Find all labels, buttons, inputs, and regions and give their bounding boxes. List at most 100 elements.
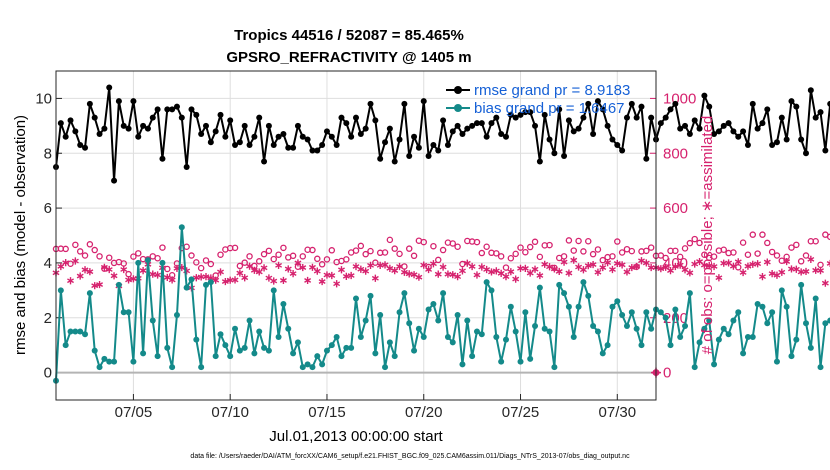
obs-assimilated-point bbox=[691, 260, 699, 268]
obs-assimilated-point bbox=[289, 270, 297, 278]
obs-assimilated-point bbox=[120, 265, 128, 274]
obs-assimilated-point bbox=[807, 255, 815, 263]
obs-assimilated-point bbox=[589, 260, 597, 269]
rmse-point bbox=[343, 120, 350, 127]
bias-point bbox=[817, 364, 824, 371]
obs-possible-point bbox=[647, 244, 655, 251]
obs-assimilated-point bbox=[202, 273, 210, 281]
rmse-point bbox=[609, 136, 616, 143]
rmse-point bbox=[517, 111, 524, 118]
rmse-point bbox=[473, 120, 480, 127]
rmse-point bbox=[803, 150, 809, 157]
obs-possible-point bbox=[265, 247, 273, 255]
bias-point bbox=[338, 353, 345, 360]
rmse-point bbox=[696, 125, 703, 132]
obs-assimilated-point bbox=[729, 262, 737, 270]
y-tick-label: 4 bbox=[44, 255, 52, 272]
bias-point bbox=[469, 353, 476, 360]
rmse-point bbox=[125, 125, 132, 132]
bias-point bbox=[459, 361, 466, 368]
rmse-point bbox=[594, 98, 601, 105]
bias-point bbox=[444, 333, 451, 340]
rmse-point bbox=[154, 106, 161, 113]
obs-possible-point bbox=[826, 233, 830, 241]
rmse-point bbox=[488, 120, 495, 127]
bias-point bbox=[701, 325, 708, 332]
legend-bias-label: bias grand pr = 1.6467 bbox=[474, 100, 625, 117]
obs-assimilated-point bbox=[565, 269, 573, 277]
obs-possible-point bbox=[430, 242, 437, 250]
rmse-point bbox=[188, 106, 195, 113]
rmse-point bbox=[725, 120, 732, 127]
rmse-point bbox=[541, 111, 548, 118]
rmse-point bbox=[769, 142, 776, 149]
obs-assimilated-point bbox=[604, 259, 612, 267]
obs-assimilated-point bbox=[507, 268, 515, 276]
bias-point bbox=[82, 331, 89, 338]
obs-possible-point bbox=[72, 241, 79, 249]
bias-series bbox=[53, 224, 830, 384]
rmse-point bbox=[677, 125, 684, 132]
obs-possible-point bbox=[609, 253, 616, 260]
rmse-point bbox=[280, 131, 287, 138]
obs-assimilated-point bbox=[154, 271, 162, 279]
rmse-point bbox=[614, 142, 621, 149]
obs-assimilated-point bbox=[429, 260, 437, 268]
obs-possible-point bbox=[435, 256, 442, 264]
rmse-point bbox=[623, 114, 630, 121]
bias-point bbox=[227, 353, 234, 360]
rmse-point bbox=[77, 142, 84, 149]
rmse-point bbox=[580, 114, 587, 121]
obs-assimilated-point bbox=[768, 270, 776, 278]
obs-assimilated-point bbox=[425, 265, 433, 274]
obs-possible-point bbox=[386, 236, 394, 244]
bias-point bbox=[159, 259, 166, 266]
obs-possible-point bbox=[299, 253, 307, 260]
obs-possible-point bbox=[512, 250, 519, 258]
obs-possible-point bbox=[768, 248, 776, 256]
obs-assimilated-point bbox=[241, 274, 249, 282]
obs-assimilated-point bbox=[105, 265, 113, 274]
rmse-point bbox=[333, 142, 340, 149]
obs-possible-point bbox=[764, 239, 771, 247]
bias-point bbox=[580, 279, 587, 286]
rmse-series bbox=[53, 84, 830, 184]
obs-assimilated-point bbox=[633, 262, 641, 271]
bias-point bbox=[633, 325, 640, 332]
rmse-point bbox=[793, 103, 800, 110]
obs-possible-point bbox=[662, 254, 669, 262]
rmse-point bbox=[527, 109, 534, 116]
obs-possible-point bbox=[696, 239, 703, 247]
rmse-point bbox=[72, 128, 79, 135]
rmse-point bbox=[565, 117, 572, 124]
bias-point bbox=[173, 312, 180, 319]
rmse-point bbox=[299, 133, 306, 140]
obs-assimilated-point bbox=[618, 261, 626, 269]
rmse-point bbox=[290, 144, 297, 151]
bias-point bbox=[556, 281, 563, 288]
obs-possible-point bbox=[546, 241, 553, 249]
bias-point bbox=[188, 276, 195, 283]
bias-point bbox=[328, 342, 335, 349]
rmse-point bbox=[464, 125, 471, 132]
rmse-point bbox=[706, 103, 713, 110]
bias-point bbox=[299, 364, 306, 371]
bias-point bbox=[333, 333, 340, 340]
rmse-point bbox=[817, 109, 824, 116]
obs-possible-point bbox=[672, 247, 679, 255]
bias-point bbox=[372, 350, 379, 357]
bias-point bbox=[72, 328, 79, 335]
bias-point bbox=[115, 281, 122, 288]
bias-point bbox=[512, 328, 519, 335]
obs-possible-point bbox=[594, 246, 602, 253]
obs-possible-point bbox=[367, 247, 374, 255]
rmse-point bbox=[144, 125, 151, 132]
plot-frame bbox=[55, 70, 657, 401]
bias-point bbox=[154, 353, 161, 360]
rmse-point bbox=[406, 152, 413, 159]
obs-possible-point bbox=[207, 260, 215, 268]
rmse-point bbox=[604, 122, 611, 129]
bias-point bbox=[425, 306, 432, 313]
x-tick-label: 07/30 bbox=[599, 404, 637, 421]
x-tick-label: 07/20 bbox=[405, 404, 443, 421]
